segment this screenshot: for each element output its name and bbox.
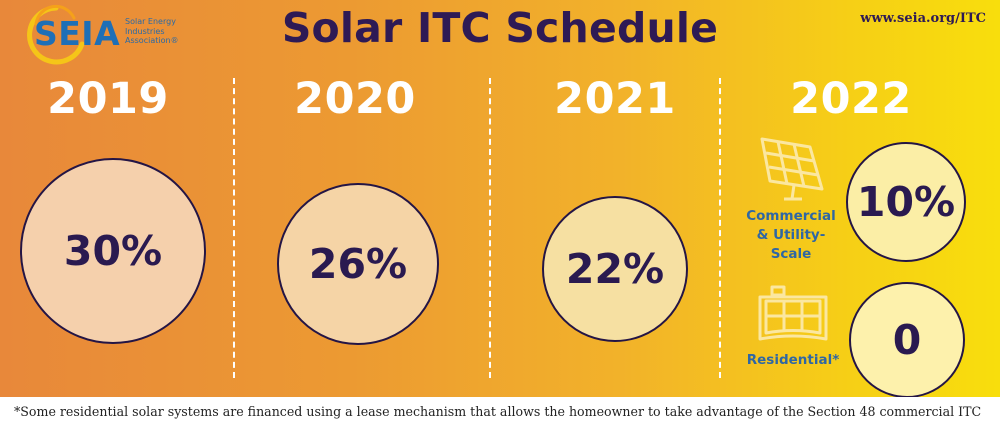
footnote: *Some residential solar systems are fina… — [14, 404, 982, 419]
residential-label: Residential* — [746, 352, 840, 368]
year-2019-label: 2019 — [47, 74, 169, 124]
page-title: Solar ITC Schedule — [281, 4, 719, 52]
rate-2022-commercial: 10% — [856, 178, 956, 226]
column-divider — [233, 78, 235, 378]
rate-2021: 22% — [565, 245, 665, 293]
year-2021-label: 2021 — [554, 74, 676, 124]
sun-swirl-icon — [27, 4, 85, 65]
label-line: & Utility- — [756, 227, 826, 243]
year-2020-label: 2020 — [294, 74, 416, 124]
year-2022-label: 2022 — [790, 74, 912, 124]
seia-logo: SEIA Solar Energy Industries Association… — [22, 4, 202, 66]
source-url[interactable]: www.seia.org/ITC — [860, 11, 986, 26]
label-line: Commercial — [746, 208, 836, 224]
rooftop-solar-icon — [758, 285, 828, 341]
rate-circle-2021: 22% — [542, 196, 688, 342]
column-divider — [719, 78, 721, 378]
label-line: Scale — [770, 246, 812, 262]
logo-sub-line: Industries — [125, 26, 165, 36]
footnote-bar — [0, 397, 1000, 426]
logo-subtitle: Solar Energy Industries Association® — [125, 17, 195, 46]
logo-sub-line: Solar Energy — [125, 17, 176, 26]
solar-panel-icon — [760, 137, 824, 201]
rate-circle-2022-residential: 0 — [849, 282, 965, 398]
rate-circle-2022-commercial: 10% — [846, 142, 966, 262]
logo-sub-line: Association® — [125, 36, 179, 45]
rate-2019: 30% — [63, 227, 163, 275]
rate-circle-2019: 30% — [20, 158, 206, 344]
rate-circle-2020: 26% — [277, 183, 439, 345]
logo-wordmark: SEIA — [34, 14, 121, 53]
commercial-utility-label: Commercial & Utility- Scale — [741, 207, 841, 264]
rate-2022-residential: 0 — [892, 316, 922, 364]
rate-2020: 26% — [308, 240, 408, 288]
column-divider — [489, 78, 491, 378]
